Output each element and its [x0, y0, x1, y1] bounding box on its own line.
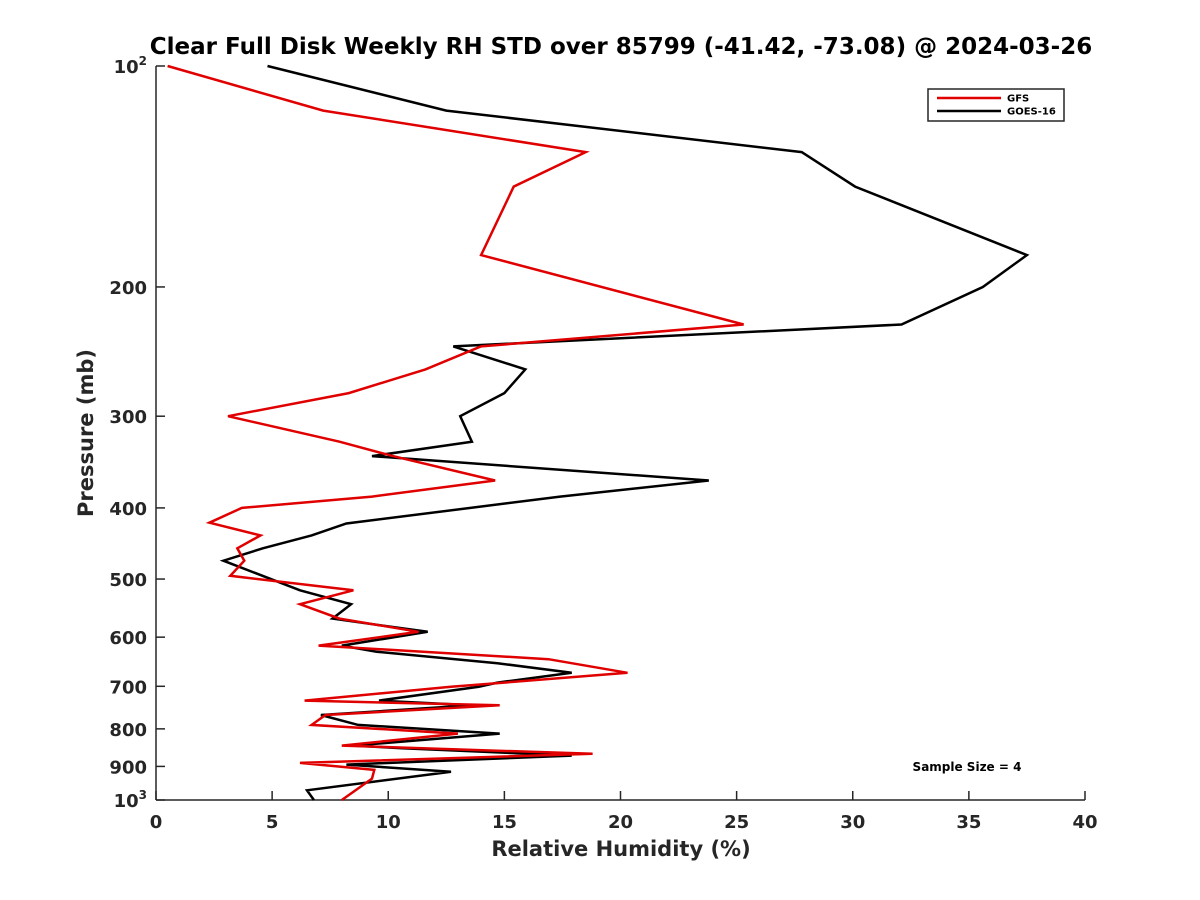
y-tick-base: 600	[109, 628, 147, 649]
y-tick-label: 400	[109, 499, 147, 520]
y-tick-base: 900	[109, 757, 147, 778]
x-tick-label: 30	[840, 812, 865, 833]
series-line-gfs	[167, 64, 744, 802]
x-tick-label: 20	[608, 812, 633, 833]
y-tick-base: 300	[109, 407, 147, 428]
y-tick-label: 900	[109, 757, 147, 778]
x-axis-label: Relative Humidity (%)	[491, 837, 750, 861]
y-axis-label: Pressure (mb)	[74, 349, 98, 517]
x-tick-label: 25	[724, 812, 749, 833]
y-tick-label: 500	[109, 570, 147, 591]
y-tick-label: 700	[109, 677, 147, 698]
legend: GFS GOES-16	[927, 88, 1065, 122]
y-tick-base: 800	[109, 720, 147, 741]
legend-label-gfs: GFS	[1007, 94, 1029, 105]
y-tick-label: 600	[109, 628, 147, 649]
y-tick-label: 800	[109, 720, 147, 741]
series-layer	[167, 64, 1030, 802]
y-tick-exponent: 3	[139, 788, 147, 802]
x-tick-label: 10	[376, 812, 401, 833]
sample-size-annotation: Sample Size = 4	[913, 760, 1022, 774]
y-tick-base: 10	[114, 791, 139, 812]
legend-box	[927, 88, 1065, 122]
y-tick-label: 300	[109, 407, 147, 428]
y-tick-label: 103	[114, 788, 147, 812]
y-tick-base: 700	[109, 677, 147, 698]
x-tick-label: 5	[266, 812, 279, 833]
x-tick-label: 0	[150, 812, 163, 833]
y-tick-base: 400	[109, 499, 147, 520]
y-tick-base: 200	[109, 278, 147, 299]
y-tick-base: 500	[109, 570, 147, 591]
x-tick-label: 35	[956, 812, 981, 833]
y-tick-exponent: 2	[139, 54, 147, 68]
x-tick-label: 15	[492, 812, 517, 833]
y-tick-label: 102	[114, 54, 147, 78]
x-tick-label: 40	[1072, 812, 1097, 833]
x-axis-ticks: 0 5 10 15 20 25 30 35 40	[150, 791, 1098, 833]
series-line-goes-16	[219, 64, 1030, 801]
y-tick-base: 10	[114, 57, 139, 78]
y-tick-label: 200	[109, 278, 147, 299]
legend-label-goes-16: GOES-16	[1007, 107, 1056, 118]
chart-title: Clear Full Disk Weekly RH STD over 85799…	[150, 34, 1092, 60]
